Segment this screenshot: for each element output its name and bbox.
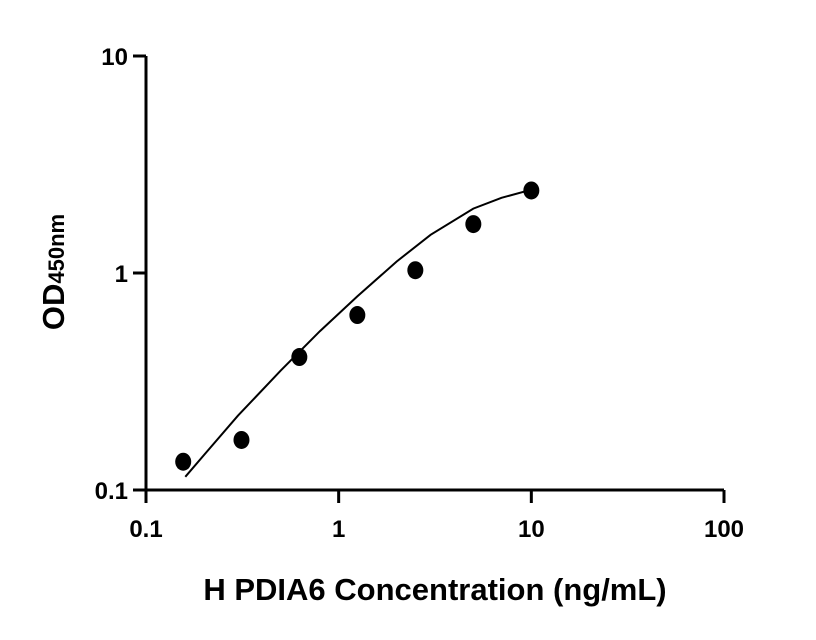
y-tick-label: 10 [101, 44, 128, 71]
y-tick-label: 0.1 [95, 478, 128, 505]
data-point [465, 215, 482, 234]
fit-curve-layer [184, 188, 532, 478]
data-point [291, 348, 308, 367]
data-point [407, 261, 424, 280]
fit-curve [184, 188, 532, 478]
y-axis-title: OD450nm [36, 214, 71, 330]
axis-ticks: 0.1 1 10 100 0.1 1 10 [95, 44, 744, 543]
x-tick-label: 10 [518, 516, 545, 543]
data-points [175, 181, 540, 471]
x-tick-label: 0.1 [129, 516, 162, 543]
axes [144, 56, 724, 492]
y-tick-label: 1 [115, 261, 128, 288]
x-tick-label: 100 [704, 516, 744, 543]
data-point [233, 430, 250, 449]
data-point [175, 452, 192, 471]
x-axis-title: H PDIA6 Concentration (ng/mL) [203, 572, 666, 607]
data-point [349, 306, 366, 325]
data-point [523, 181, 540, 200]
y-axis-title-sub: 450nm [44, 214, 69, 284]
x-tick-label: 1 [332, 516, 345, 543]
y-axis-title-main: OD [36, 284, 71, 331]
